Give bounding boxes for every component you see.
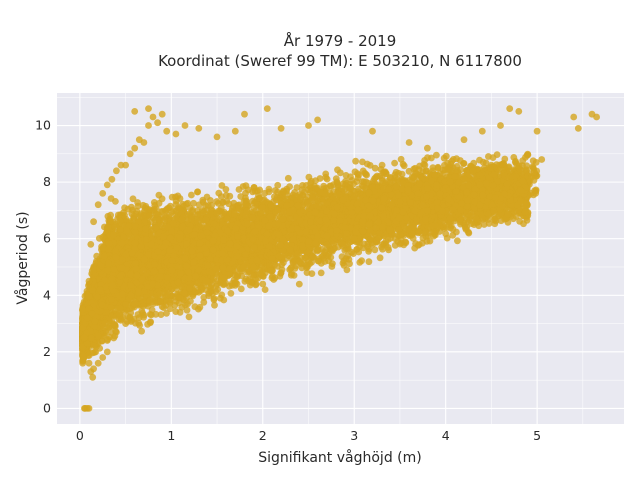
data-point [157,311,165,318]
data-point [222,191,230,199]
data-point [147,318,155,326]
data-point [371,164,379,172]
data-point [303,269,311,276]
data-point [317,269,325,277]
data-point [443,234,451,242]
data-point [190,199,198,207]
x-tick-label: 0 [76,428,84,443]
x-tick-label: 5 [533,428,541,443]
tick-labels: 0 1 2 3 4 5 0 2 4 6 8 10 [35,118,541,443]
chart-title-line-1: År 1979 - 2019 [284,31,397,50]
data-point [376,254,384,262]
data-point [188,191,195,199]
y-tick-label: 2 [43,344,51,359]
y-tick-label: 8 [43,174,51,189]
y-tick-label: 6 [43,231,51,246]
data-point [342,172,350,179]
data-points [79,105,600,412]
data-point [222,186,230,193]
x-tick-label: 2 [259,428,267,443]
x-tick-label: 4 [442,428,450,443]
data-point [235,186,243,193]
x-tick-label: 3 [350,428,358,443]
data-point [290,272,298,279]
data-point [194,188,202,196]
data-point [449,231,457,239]
data-point [183,306,191,314]
y-tick-label: 0 [43,400,51,415]
data-point [454,237,461,245]
x-tick-label: 1 [167,428,175,443]
data-point [138,327,146,335]
data-point [176,308,184,316]
data-point [163,309,170,317]
data-point [328,263,336,270]
data-point [391,159,398,167]
data-point [237,285,245,293]
data-point [227,290,235,297]
data-point [93,252,101,260]
chart-title-line-2: Koordinat (Sweref 99 TM): E 503210, N 61… [158,52,522,70]
data-point [232,278,240,286]
data-point [208,201,216,209]
data-point [184,300,191,308]
data-point [274,181,282,189]
data-point [215,189,223,197]
data-point [211,301,218,309]
data-point [218,291,226,299]
data-point [327,182,335,190]
y-tick-label: 4 [43,287,51,302]
y-tick-label: 10 [35,118,51,133]
